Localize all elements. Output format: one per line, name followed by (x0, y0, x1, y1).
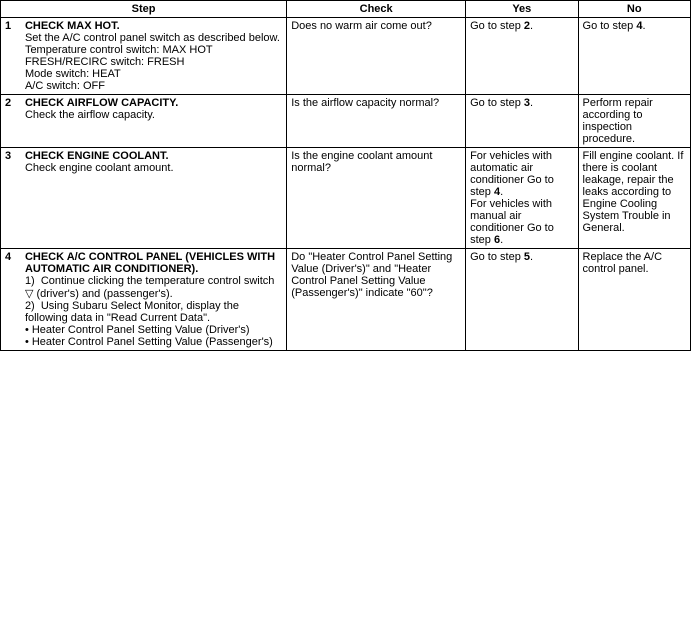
yes-cell: Go to step 2. (466, 18, 578, 95)
step-title: CHECK MAX HOT. (25, 20, 120, 32)
yes-cell: Go to step 3. (466, 95, 578, 148)
bullet-list: Heater Control Panel Setting Value (Driv… (25, 324, 282, 348)
numbered-item: 1) Continue clicking the temperature con… (25, 275, 274, 300)
step-body-line: Mode switch: HEAT (25, 68, 121, 80)
check-cell: Is the airflow capacity normal? (287, 95, 466, 148)
step-cell: CHECK ENGINE COOLANT.Check engine coolan… (21, 148, 287, 249)
check-cell: Is the engine coolant amount normal? (287, 148, 466, 249)
bullet-item: Heater Control Panel Setting Value (Pass… (25, 336, 282, 348)
bullet-item: Heater Control Panel Setting Value (Driv… (25, 324, 282, 336)
yes-cell: Go to step 5. (466, 249, 578, 351)
yes-cell: For vehicles with automatic air conditio… (466, 148, 578, 249)
table-row: 2CHECK AIRFLOW CAPACITY.Check the airflo… (1, 95, 691, 148)
table-row: 1CHECK MAX HOT.Set the A/C control panel… (1, 18, 691, 95)
step-cell: CHECK AIRFLOW CAPACITY.Check the airflow… (21, 95, 287, 148)
header-row: Step Check Yes No (1, 1, 691, 18)
step-body-line: A/C switch: OFF (25, 80, 105, 92)
header-check: Check (287, 1, 466, 18)
header-yes: Yes (466, 1, 578, 18)
step-body-line: Check the airflow capacity. (25, 109, 155, 121)
step-title: CHECK AIRFLOW CAPACITY. (25, 97, 178, 109)
table-row: 4CHECK A/C CONTROL PANEL (VEHICLES WITH … (1, 249, 691, 351)
diagnostic-table: Step Check Yes No 1CHECK MAX HOT.Set the… (0, 0, 691, 351)
step-number: 2 (1, 95, 21, 148)
step-cell: CHECK MAX HOT.Set the A/C control panel … (21, 18, 287, 95)
step-body-line: Set the A/C control panel switch as desc… (25, 32, 280, 44)
no-cell: Fill engine coolant. If there is coolant… (578, 148, 690, 249)
no-cell: Replace the A/C control panel. (578, 249, 690, 351)
step-body-line: Temperature control switch: MAX HOT (25, 44, 213, 56)
no-cell: Perform repair according to inspection p… (578, 95, 690, 148)
header-step: Step (1, 1, 287, 18)
check-cell: Do "Heater Control Panel Setting Value (… (287, 249, 466, 351)
table-row: 3CHECK ENGINE COOLANT.Check engine coola… (1, 148, 691, 249)
step-body-line: FRESH/RECIRC switch: FRESH (25, 56, 185, 68)
step-number: 1 (1, 18, 21, 95)
step-title: CHECK A/C CONTROL PANEL (VEHICLES WITH A… (25, 251, 275, 275)
check-cell: Does no warm air come out? (287, 18, 466, 95)
header-no: No (578, 1, 690, 18)
step-cell: CHECK A/C CONTROL PANEL (VEHICLES WITH A… (21, 249, 287, 351)
numbered-item: 2) Using Subaru Select Monitor, display … (25, 300, 239, 324)
step-body-line: Check engine coolant amount. (25, 162, 174, 174)
step-number: 4 (1, 249, 21, 351)
no-cell: Go to step 4. (578, 18, 690, 95)
step-title: CHECK ENGINE COOLANT. (25, 150, 169, 162)
step-number: 3 (1, 148, 21, 249)
